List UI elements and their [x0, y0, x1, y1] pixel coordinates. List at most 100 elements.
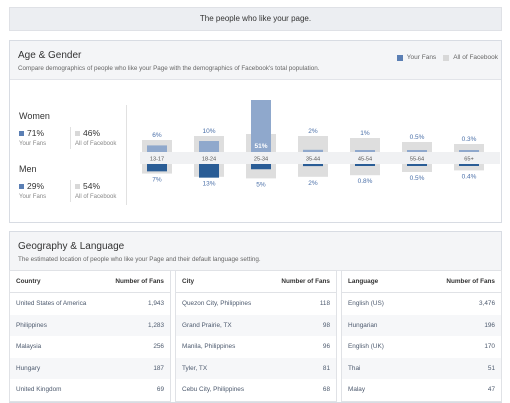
city-table: City Number of Fans Quezon City, Philippi…: [175, 270, 337, 402]
men-fans-bar: [147, 164, 167, 172]
facebook-women-bar: [454, 144, 484, 152]
men-data-label: 0.8%: [358, 178, 373, 185]
table-row: English (US) 3,476: [342, 293, 501, 315]
women-data-label: 1%: [360, 130, 370, 137]
geography-title: Geography & Language: [18, 241, 125, 252]
country-table: Country Number of Fans United States of A…: [9, 270, 171, 402]
fan-count: 3,476: [479, 300, 495, 308]
fans-marker-icon: [19, 184, 24, 190]
facebook-women-bar: [298, 136, 328, 152]
women-fans-label: Your Fans: [19, 141, 47, 147]
men-fb-label: All of Facebook: [75, 194, 117, 200]
fans-column-header[interactable]: Number of Fans: [102, 271, 170, 293]
table-row: Hungary 187: [10, 357, 170, 379]
fan-count: 81: [267, 357, 336, 379]
women-data-label: 0.3%: [462, 136, 477, 143]
divider: [70, 180, 71, 202]
fan-count: 118: [319, 300, 330, 308]
city-name: Cebu City, Philippines: [182, 386, 245, 394]
language-name: Thai: [342, 357, 413, 379]
city-name: Quezon City, Philippines: [182, 300, 252, 308]
men-fans-bar: [407, 164, 427, 166]
language-name: Hungarian: [342, 314, 413, 336]
divider: [70, 127, 71, 149]
men-fans-pct: 29%: [19, 181, 44, 191]
men-fans-bar: [199, 164, 219, 178]
age-axis-band: [140, 152, 500, 164]
women-data-label: 0.5%: [410, 134, 425, 141]
age-gender-chart: 13-17 6% 7% 18-24 10% 13% 25-34 51% 5% 35-44 2% 2% 4…: [140, 100, 500, 188]
facebook-women-bar: [350, 138, 380, 152]
women-fans-bar: [459, 150, 479, 152]
women-fb-label: All of Facebook: [75, 141, 117, 147]
women-data-label: 6%: [152, 132, 162, 139]
city-column-header[interactable]: City: [176, 271, 268, 293]
age-gender-title: Age & Gender: [18, 50, 82, 61]
table-row: Quezon City, Philippines 118: [176, 293, 336, 315]
facebook-men-bar: [454, 164, 484, 171]
language-column-header[interactable]: Language: [342, 271, 413, 293]
women-fans-bar: [251, 100, 271, 152]
men-label: Men: [19, 164, 37, 174]
language-name: Malay: [348, 386, 366, 394]
country-name: United States of America: [16, 300, 87, 308]
country-column-header[interactable]: Country: [10, 271, 103, 293]
age-tick-label: 35-44: [306, 157, 320, 163]
age-tick-label: 55-64: [410, 157, 424, 163]
facebook-swatch: [443, 54, 450, 61]
legend-your-fans: Your Fans: [406, 54, 437, 61]
fans-column-header[interactable]: Number of Fans: [412, 271, 501, 293]
facebook-men-bar: [298, 164, 328, 177]
age-tick-label: 13-17: [150, 157, 164, 163]
country-name: Philippines: [10, 314, 103, 336]
age-gender-header: Age & Gender Compare demographics of peo…: [10, 41, 501, 80]
women-data-label: 51%: [254, 143, 267, 150]
city-name: Manila, Philippines: [182, 343, 236, 351]
country-name: Hungary: [10, 357, 103, 379]
section-divider: [126, 105, 127, 205]
fan-count: 96: [322, 343, 330, 351]
women-fans-bar: [147, 145, 167, 152]
facebook-men-bar: [350, 164, 380, 176]
table-row: Manila, Philippines 96: [176, 336, 336, 358]
women-data-label: 2%: [308, 128, 318, 135]
age-gender-panel: Age & Gender Compare demographics of peo…: [9, 40, 502, 223]
fans-marker-icon: [19, 131, 24, 137]
women-fans-bar: [407, 150, 427, 152]
men-data-label: 2%: [308, 180, 318, 187]
fan-count: 1,283: [102, 314, 170, 336]
men-data-label: 13%: [202, 181, 215, 188]
men-fans-bar: [303, 164, 323, 167]
geography-subtitle: The estimated location of people who lik…: [18, 256, 261, 263]
fans-column-header[interactable]: Number of Fans: [267, 271, 336, 293]
legend-all-facebook: All of Facebook: [453, 54, 498, 61]
your-fans-swatch: [396, 54, 403, 61]
men-data-label: 5%: [256, 181, 266, 188]
men-fans-label: Your Fans: [19, 194, 47, 200]
facebook-men-bar: [402, 164, 432, 172]
language-name: English (US): [348, 300, 384, 308]
fan-count: 51: [412, 357, 501, 379]
country-name: Malaysia: [16, 343, 42, 351]
men-fans-bar: [459, 164, 479, 166]
city-name: Tyler, TX: [176, 357, 268, 379]
women-fans-bar: [303, 149, 323, 152]
table-row: United Kingdom 69: [10, 379, 170, 401]
table-row: Hungarian 196: [342, 314, 501, 336]
age-tick-label: 45-54: [358, 157, 372, 163]
fan-count: 68: [322, 386, 330, 394]
city-name: Grand Prairie, TX: [176, 314, 268, 336]
facebook-marker-icon: [75, 131, 80, 137]
men-data-label: 0.5%: [410, 175, 425, 182]
table-row: Malaysia 256: [10, 336, 170, 358]
age-gender-subtitle: Compare demographics of people who like …: [18, 65, 320, 72]
table-row: Grand Prairie, TX 98: [176, 314, 336, 336]
age-tick-label: 25-34: [254, 157, 268, 163]
table-row: English (UK) 170: [342, 336, 501, 358]
women-label: Women: [19, 111, 50, 121]
women-fans-bar: [199, 141, 219, 152]
chart-legend: Your Fans All of Facebook: [396, 54, 498, 61]
language-name: English (UK): [348, 343, 384, 351]
facebook-women-bar: [402, 142, 432, 152]
fan-count: 170: [484, 343, 495, 351]
